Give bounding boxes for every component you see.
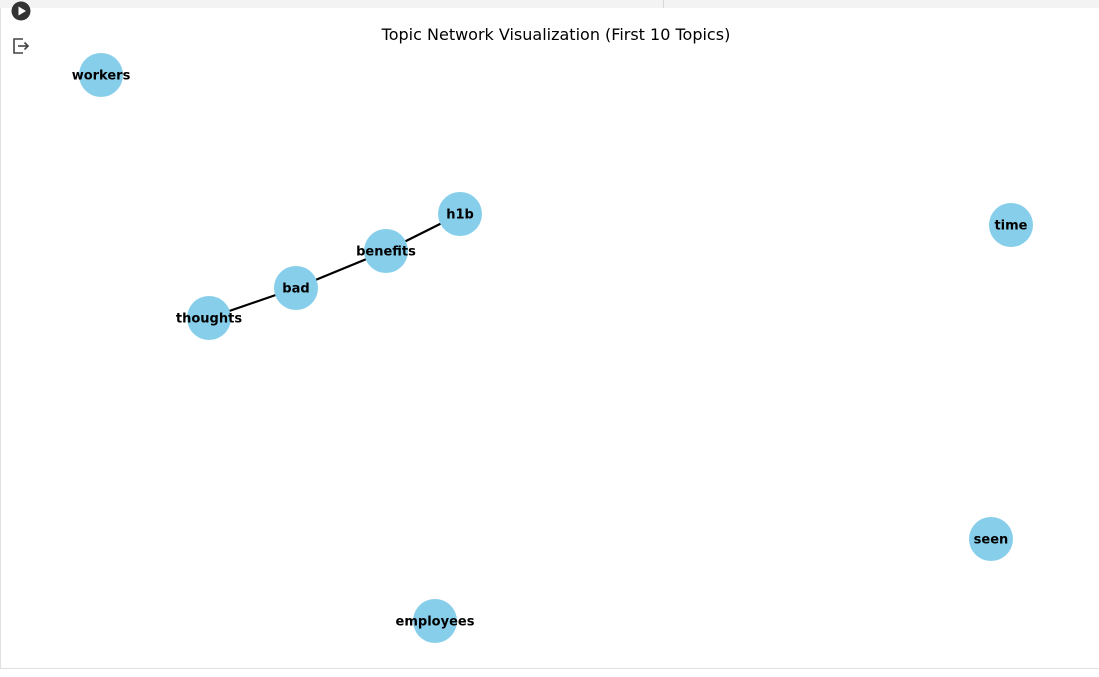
node-circle bbox=[438, 192, 482, 236]
node-label: employees bbox=[396, 615, 475, 630]
node-circle bbox=[187, 296, 231, 340]
plot-title: Topic Network Visualization (First 10 To… bbox=[381, 25, 731, 44]
node-label: time bbox=[994, 219, 1027, 234]
node-label: thoughts bbox=[176, 312, 242, 327]
node-h1b: h1b bbox=[438, 192, 482, 236]
node-circle bbox=[274, 266, 318, 310]
play-circle-icon bbox=[11, 1, 31, 21]
node-circle bbox=[413, 599, 457, 643]
node-label: bad bbox=[282, 282, 309, 297]
node-label: benefits bbox=[356, 245, 416, 260]
run-cell-button[interactable] bbox=[10, 0, 32, 22]
nodes-layer: workers h1b benefits bad thoughts time seen emp… bbox=[72, 53, 1033, 643]
node-circle bbox=[989, 203, 1033, 247]
pane-divider bbox=[663, 0, 664, 8]
node-time: time bbox=[989, 203, 1033, 247]
node-bad: bad bbox=[274, 266, 318, 310]
node-employees: employees bbox=[396, 599, 475, 643]
node-circle bbox=[969, 517, 1013, 561]
notebook-top-strip bbox=[0, 0, 1099, 8]
output-exit-icon bbox=[13, 38, 30, 54]
cell-output-area bbox=[0, 8, 1099, 669]
node-benefits: benefits bbox=[356, 229, 416, 273]
node-label: workers bbox=[72, 69, 131, 84]
output-actions-button[interactable] bbox=[10, 35, 32, 57]
node-label: h1b bbox=[446, 208, 474, 223]
node-workers: workers bbox=[72, 53, 131, 97]
node-circle bbox=[79, 53, 123, 97]
node-label: seen bbox=[974, 533, 1009, 548]
node-circle bbox=[364, 229, 408, 273]
node-thoughts: thoughts bbox=[176, 296, 242, 340]
edges-layer bbox=[208, 213, 461, 320]
node-seen: seen bbox=[969, 517, 1013, 561]
